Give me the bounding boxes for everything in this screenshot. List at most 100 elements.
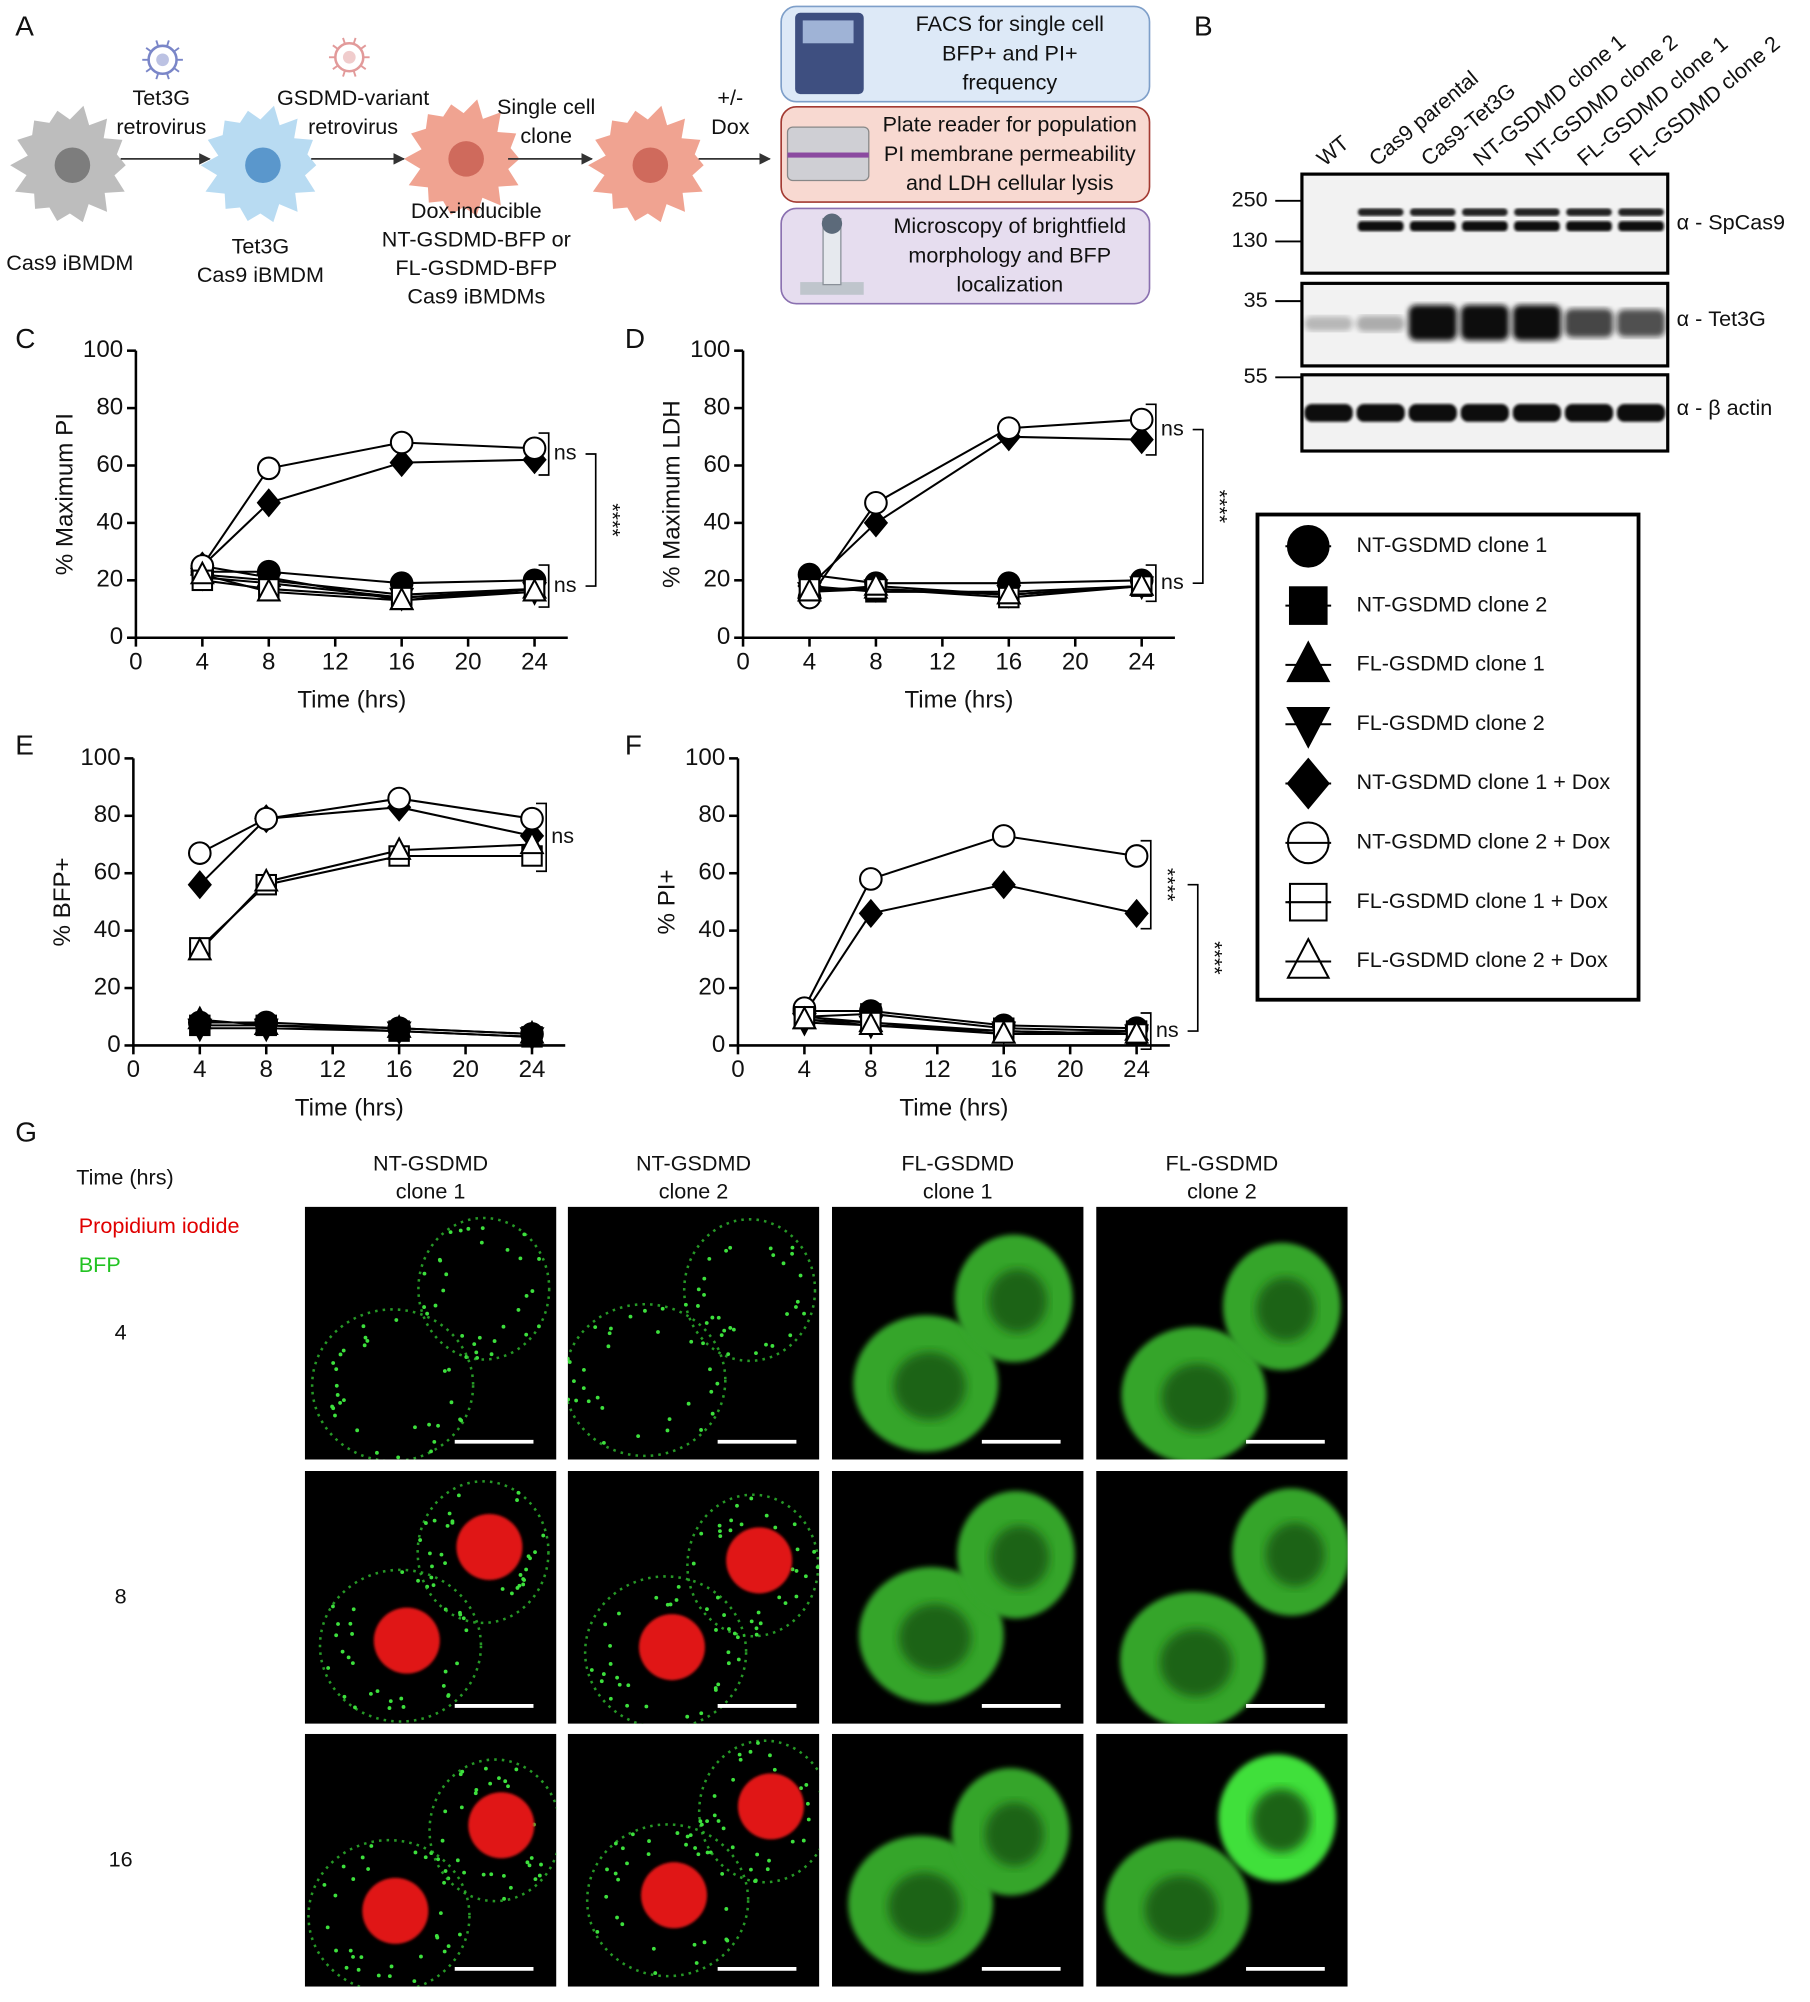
- bfp-puncta: [355, 1428, 360, 1433]
- bfp-puncta: [455, 1858, 460, 1863]
- bfp-puncta: [432, 1518, 437, 1523]
- legend-marker: [1286, 640, 1331, 683]
- data-point: [256, 456, 281, 481]
- bfp-puncta: [466, 1226, 471, 1231]
- cell-label: Cas9 iBMDM: [6, 250, 133, 275]
- bfp-puncta: [754, 1626, 759, 1631]
- bfp-puncta: [815, 1565, 820, 1570]
- bfp-puncta: [462, 1870, 466, 1875]
- x-tick-label: 0: [127, 1056, 140, 1083]
- y-tick-label: 20: [704, 566, 731, 593]
- band: [1460, 304, 1509, 341]
- panel-label: C: [15, 323, 35, 354]
- bfp-puncta: [400, 1570, 405, 1575]
- bfp-puncta: [442, 1369, 447, 1373]
- column-header: FL-GSDMD: [901, 1151, 1014, 1176]
- readout-text: BFP+ and PI+: [942, 40, 1078, 65]
- micrograph: [1096, 1470, 1348, 1724]
- arrow-label: Single cell: [497, 94, 595, 119]
- bfp-puncta: [795, 1299, 800, 1304]
- bfp-puncta: [617, 1611, 621, 1616]
- x-tick-label: 4: [803, 649, 816, 676]
- x-tick-label: 24: [1128, 649, 1155, 676]
- x-tick-label: 4: [196, 649, 209, 676]
- bfp-puncta: [794, 1569, 799, 1573]
- bfp-puncta: [413, 1425, 417, 1430]
- data-point: [519, 830, 545, 855]
- bfp-puncta: [427, 1422, 431, 1427]
- bfp-puncta: [529, 1856, 534, 1860]
- x-tick-label: 4: [798, 1056, 811, 1083]
- bfp-puncta: [676, 1584, 681, 1589]
- band: [1618, 208, 1664, 217]
- bfp-puncta: [472, 1342, 477, 1346]
- series-line: [808, 418, 1142, 599]
- bfp-puncta: [503, 1779, 508, 1784]
- bfp-puncta: [333, 1413, 337, 1418]
- bfp-puncta: [334, 1633, 339, 1638]
- panel-label: D: [625, 323, 645, 354]
- bfp-puncta: [712, 1794, 717, 1798]
- x-tick-label: 24: [519, 1056, 546, 1083]
- cell-membrane: [585, 1823, 750, 1978]
- mw-marker: 35: [1244, 287, 1268, 312]
- bfp-puncta: [366, 1867, 371, 1871]
- data-point: [386, 1021, 412, 1046]
- micrograph-bg: [304, 1470, 557, 1724]
- bfp-puncta: [799, 1786, 803, 1791]
- x-tick-label: 20: [1057, 1056, 1084, 1083]
- micrograph-bg: [567, 1206, 820, 1460]
- micrograph: [304, 1206, 557, 1460]
- bfp-puncta: [803, 1574, 808, 1579]
- bfp-puncta: [630, 1832, 635, 1837]
- bfp-puncta: [338, 1352, 343, 1357]
- data-point: [256, 577, 282, 602]
- cell-nucleus-dark: [1160, 1628, 1233, 1697]
- bfp-puncta: [475, 1356, 480, 1360]
- bfp-puncta: [436, 1423, 440, 1428]
- band: [1304, 404, 1353, 422]
- series-line: [199, 1018, 533, 1035]
- bfp-puncta: [533, 1550, 537, 1555]
- bfp-puncta: [516, 1490, 521, 1495]
- bfp-puncta: [338, 1401, 343, 1405]
- data-point: [189, 560, 215, 585]
- bfp-puncta: [505, 1247, 510, 1252]
- bfp-puncta: [608, 1662, 613, 1666]
- bfp-puncta: [375, 1450, 379, 1455]
- bfp-puncta: [674, 1598, 679, 1602]
- pi-nucleus: [726, 1527, 793, 1594]
- bfp-puncta: [806, 1817, 811, 1822]
- data-point: [859, 867, 883, 891]
- significance-label: ns: [551, 823, 574, 848]
- cell-nucleus: [54, 147, 91, 184]
- bfp-puncta: [685, 1714, 690, 1719]
- band: [1461, 221, 1508, 232]
- pi-nucleus: [737, 1773, 804, 1840]
- row-label: 16: [109, 1847, 133, 1872]
- y-axis-label: % BFP+: [49, 857, 76, 946]
- bfp-puncta: [636, 1434, 641, 1439]
- y-tick-label: 0: [110, 623, 123, 650]
- significance-label: ****: [1207, 490, 1232, 524]
- bfp-puncta: [356, 1967, 361, 1972]
- bfp-puncta: [644, 1704, 649, 1709]
- data-point: [1129, 572, 1155, 596]
- bfp-puncta: [802, 1311, 806, 1316]
- bfp-puncta: [603, 1622, 608, 1627]
- band: [1460, 404, 1509, 422]
- bfp-puncta: [456, 1493, 461, 1498]
- series-line: [199, 797, 533, 855]
- bfp-puncta: [716, 1682, 721, 1687]
- bfp-puncta: [716, 1819, 721, 1823]
- bfp-puncta: [731, 1327, 736, 1332]
- arrow-label: GSDMD-variant: [277, 85, 429, 110]
- bfp-puncta: [790, 1567, 795, 1572]
- bfp-puncta: [361, 1324, 366, 1329]
- cell-membrane: [307, 1838, 471, 1987]
- bfp-puncta: [443, 1869, 448, 1873]
- bfp-puncta: [616, 1877, 621, 1882]
- bfp-puncta: [696, 1287, 701, 1292]
- data-point: [863, 508, 889, 538]
- bfp-puncta: [574, 1398, 579, 1403]
